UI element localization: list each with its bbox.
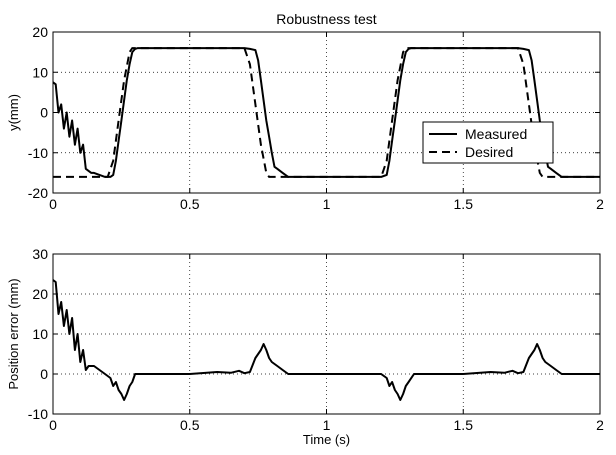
x-tick-label: 0.5 — [180, 196, 200, 212]
y-tick-label: 10 — [32, 64, 48, 80]
y-tick-label: -20 — [28, 185, 48, 201]
x-tick-label: 1 — [323, 417, 331, 433]
series-line-error — [52, 279, 600, 401]
legend-entry-measured: Measured — [465, 126, 527, 142]
x-tick-label: 2 — [596, 196, 604, 212]
x-tick-label: 0 — [49, 417, 57, 433]
y-tick-label: -10 — [28, 406, 48, 422]
y-tick-label: 20 — [32, 24, 48, 40]
y-axis-label: Position error (mm) — [6, 278, 21, 389]
top-panel: 0 0.5 1 1.5 2 -20 -10 0 10 20 Robustness test y(mm)… — [6, 11, 604, 212]
y-tick-label: 10 — [32, 326, 48, 342]
x-tick-label: 2 — [596, 417, 604, 433]
y-tick-label: 30 — [32, 246, 48, 262]
legend: Measured Desired — [422, 121, 554, 164]
series-line-measured — [52, 47, 600, 178]
legend-box — [422, 121, 554, 164]
series-line-desired — [53, 47, 600, 178]
x-tick-label: 0.5 — [180, 417, 200, 433]
y-tick-label: 0 — [40, 105, 48, 121]
x-axis-label: Time (s) — [303, 432, 350, 447]
legend-entry-desired: Desired — [465, 144, 513, 160]
x-tick-label: 0 — [49, 196, 57, 212]
y-tick-label: 20 — [32, 286, 48, 302]
y-axis-label: y(mm) — [6, 94, 21, 131]
x-tick-label: 1 — [323, 196, 331, 212]
y-tick-label: -10 — [28, 145, 48, 161]
x-tick-label: 1.5 — [454, 196, 474, 212]
x-tick-label: 1.5 — [454, 417, 474, 433]
chart-title: Robustness test — [276, 11, 376, 27]
y-tick-label: 0 — [40, 366, 48, 382]
